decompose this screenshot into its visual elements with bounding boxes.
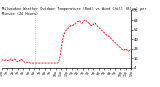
Text: Milwaukee Weather Outdoor Temperature (Red) vs Wind Chill (Blue) per Minute (24 : Milwaukee Weather Outdoor Temperature (R… [2, 7, 146, 16]
